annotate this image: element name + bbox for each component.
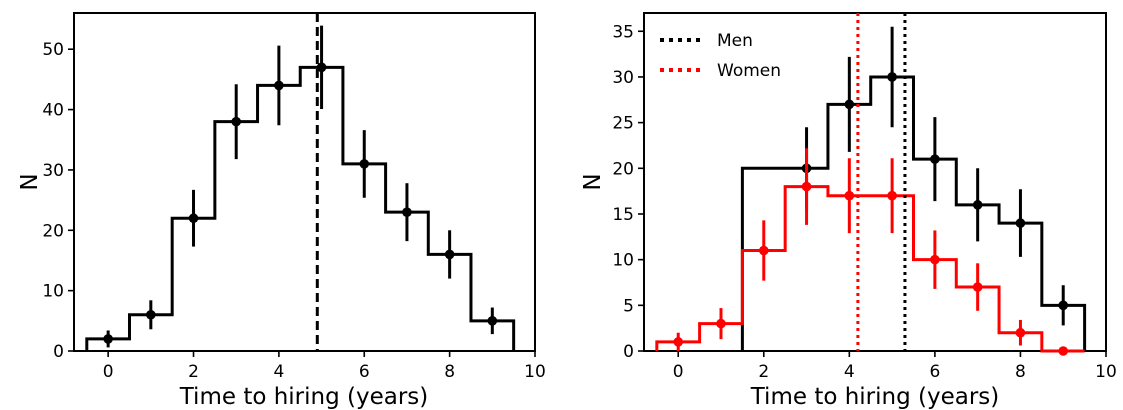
series-0-data-point	[444, 249, 455, 260]
x-tick-label: 0	[673, 362, 684, 382]
legend: Men Women	[660, 31, 781, 81]
y-tick-label: 20	[42, 221, 64, 241]
series-0-data-point	[930, 154, 940, 164]
x-tick-label: 4	[844, 362, 855, 382]
right-plot-content	[655, 13, 1087, 356]
series-0-data-point	[359, 159, 370, 169]
series-0-data-point	[274, 80, 284, 91]
series-1-data-point	[1058, 346, 1069, 356]
right-x-axis-label: Time to hiring (years)	[750, 384, 1000, 410]
series-1-data-point	[930, 254, 940, 265]
y-tick-label: 30	[612, 68, 634, 88]
series-0-data-point	[146, 309, 156, 320]
series-1-data-point	[887, 190, 897, 201]
y-tick-label: 10	[42, 282, 64, 302]
series-1-data-point	[801, 181, 812, 192]
y-tick-label: 0	[623, 342, 634, 362]
x-tick-label: 10	[524, 362, 546, 382]
y-tick-label: 35	[612, 22, 634, 42]
series-0-data-point	[402, 207, 412, 217]
series-0-data-point	[231, 116, 242, 127]
y-tick-label: 0	[53, 342, 64, 362]
legend-men-label: Men	[717, 31, 753, 51]
right-plot-frame	[643, 12, 1107, 352]
left-y-axis-label: N	[17, 173, 43, 190]
x-tick-label: 4	[273, 362, 284, 382]
series-1-data-point	[972, 282, 983, 292]
series-0-data-point	[1015, 218, 1026, 228]
series-0-data-point	[1058, 300, 1069, 311]
series-0-data-point	[103, 334, 113, 344]
x-tick-label: 2	[758, 362, 769, 382]
left-plot-frame	[73, 12, 536, 352]
right-axis-ticks: 0 2 4 6 8 10 0 5 10 15 20 25 30 35	[612, 22, 1116, 382]
left-histogram-chart: 0 2 4 6 8 10 0 10 20 30 40 50 Time to hiring (years…	[17, 12, 546, 410]
x-tick-label: 8	[444, 362, 455, 382]
left-axis-ticks: 0 2 4 6 8 10 0 10 20 30 40 50	[42, 40, 545, 382]
series-1-data-point	[673, 337, 684, 347]
x-tick-label: 6	[929, 362, 940, 382]
y-tick-label: 50	[42, 40, 64, 60]
x-tick-label: 10	[1095, 362, 1117, 382]
series-0-data-point	[844, 99, 855, 110]
y-tick-label: 30	[42, 161, 64, 181]
series-0-step-line	[740, 75, 1087, 351]
y-tick-label: 25	[612, 114, 634, 134]
legend-women-label: Women	[717, 61, 781, 81]
x-tick-label: 6	[359, 362, 370, 382]
x-tick-label: 8	[1015, 362, 1026, 382]
series-0-data-point	[188, 213, 199, 224]
x-tick-label: 0	[103, 362, 114, 382]
series-0-data-point	[316, 62, 327, 73]
right-histogram-chart: 0 2 4 6 8 10 0 5 10 15 20 25 30 35 Time to hiring (ye…	[580, 12, 1117, 410]
y-tick-label: 5	[623, 296, 634, 316]
series-1-data-point	[844, 190, 855, 201]
y-tick-label: 15	[612, 205, 634, 225]
series-0-data-point	[887, 72, 897, 82]
left-x-axis-label: Time to hiring (years)	[179, 384, 429, 410]
series-0-data-point	[487, 316, 498, 326]
x-tick-label: 2	[188, 362, 199, 382]
y-tick-label: 40	[42, 101, 64, 121]
series-1-data-point	[716, 318, 726, 329]
y-tick-label: 20	[612, 159, 634, 179]
left-plot-content	[85, 13, 516, 351]
right-y-axis-label: N	[580, 173, 606, 190]
series-1-data-point	[758, 245, 769, 256]
series-0-data-point	[972, 200, 983, 210]
series-1-data-point	[1015, 327, 1026, 338]
y-tick-label: 10	[612, 251, 634, 271]
